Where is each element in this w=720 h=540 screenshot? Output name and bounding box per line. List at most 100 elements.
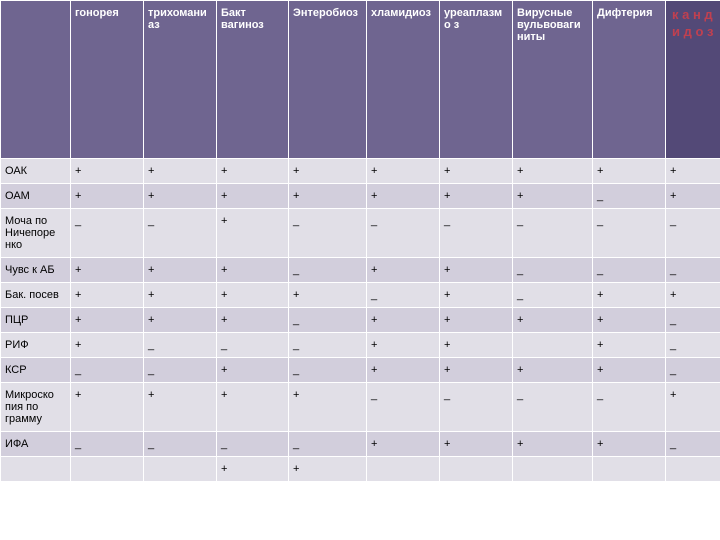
row-label: РИФ xyxy=(1,333,71,358)
table-cell: _ xyxy=(144,209,217,258)
table-cell: _ xyxy=(666,209,720,258)
col-header-enterobiosis: Энтеробиоз xyxy=(289,1,367,159)
table-cell: + xyxy=(71,258,144,283)
table-cell: + xyxy=(144,308,217,333)
table-cell: _ xyxy=(289,308,367,333)
table-cell: + xyxy=(593,333,666,358)
row-label: Бак. посев xyxy=(1,283,71,308)
table-cell: _ xyxy=(513,258,593,283)
table-row: ОАМ+++++++_+ xyxy=(1,184,720,209)
table-cell: + xyxy=(71,283,144,308)
table-cell: _ xyxy=(289,358,367,383)
col-header-chlamydiosis: хламидиоз xyxy=(367,1,440,159)
table-cell: _ xyxy=(289,333,367,358)
row-label: КСР xyxy=(1,358,71,383)
table-cell: + xyxy=(367,258,440,283)
table-cell: _ xyxy=(666,358,720,383)
table-cell: + xyxy=(289,159,367,184)
table-cell: + xyxy=(513,184,593,209)
table-cell: _ xyxy=(289,258,367,283)
table-cell: + xyxy=(71,308,144,333)
table-cell xyxy=(144,457,217,482)
table-cell: _ xyxy=(144,333,217,358)
table-cell: _ xyxy=(217,432,289,457)
table-cell: + xyxy=(144,258,217,283)
table-row: Моча по Ничепоре нко__+______ xyxy=(1,209,720,258)
table-cell: + xyxy=(440,333,513,358)
table-body: ОАК+++++++++ОАМ+++++++_+Моча по Ничепоре… xyxy=(1,159,720,482)
table-cell: _ xyxy=(289,432,367,457)
table-cell: _ xyxy=(666,333,720,358)
table-cell: _ xyxy=(513,209,593,258)
row-label: ОАМ xyxy=(1,184,71,209)
table-cell: _ xyxy=(71,358,144,383)
table-cell: + xyxy=(217,209,289,258)
table-cell: _ xyxy=(666,308,720,333)
table-cell: _ xyxy=(593,383,666,432)
table-cell: + xyxy=(440,308,513,333)
row-label: ОАК xyxy=(1,159,71,184)
col-header-diphtheria: Дифтерия xyxy=(593,1,666,159)
table-cell: _ xyxy=(593,258,666,283)
table-cell: + xyxy=(440,159,513,184)
table-cell: _ xyxy=(513,383,593,432)
row-label xyxy=(1,457,71,482)
table-cell: + xyxy=(367,184,440,209)
table-row: Микроско пия по грамму++++____+ xyxy=(1,383,720,432)
table-header-row: гонорея трихомани аз Бакт вагиноз Энтеро… xyxy=(1,1,720,159)
table-row: ++ xyxy=(1,457,720,482)
table-cell xyxy=(593,457,666,482)
row-label: Микроско пия по грамму xyxy=(1,383,71,432)
table-cell: + xyxy=(217,283,289,308)
table-cell: + xyxy=(440,258,513,283)
table-cell xyxy=(367,457,440,482)
table-row: ОАК+++++++++ xyxy=(1,159,720,184)
table-cell: + xyxy=(217,159,289,184)
table-cell: + xyxy=(367,358,440,383)
diagnostic-tests-table: гонорея трихомани аз Бакт вагиноз Энтеро… xyxy=(0,0,720,482)
table-cell: + xyxy=(217,308,289,333)
table-cell: _ xyxy=(440,383,513,432)
table-cell: + xyxy=(367,308,440,333)
table-cell: + xyxy=(71,383,144,432)
table-cell: _ xyxy=(513,283,593,308)
table-cell: + xyxy=(593,432,666,457)
row-label: Чувс к АБ xyxy=(1,258,71,283)
table-cell: _ xyxy=(289,209,367,258)
table-cell: + xyxy=(440,184,513,209)
table-row: ИФА____++++_ xyxy=(1,432,720,457)
table-cell: + xyxy=(513,159,593,184)
col-header-bact-vaginosis: Бакт вагиноз xyxy=(217,1,289,159)
table-cell: + xyxy=(593,358,666,383)
table-cell: + xyxy=(593,159,666,184)
table-cell: _ xyxy=(71,209,144,258)
row-label: ПЦР xyxy=(1,308,71,333)
table-cell: + xyxy=(440,358,513,383)
table-row: ПЦР+++_++++_ xyxy=(1,308,720,333)
table-cell: + xyxy=(217,358,289,383)
table-cell: + xyxy=(217,383,289,432)
table-row: Чувс к АБ+++_++___ xyxy=(1,258,720,283)
table-cell: _ xyxy=(593,184,666,209)
table-cell: + xyxy=(367,333,440,358)
table-row: КСР__+_++++_ xyxy=(1,358,720,383)
table-cell: + xyxy=(666,383,720,432)
table-cell xyxy=(513,457,593,482)
table-cell: + xyxy=(289,283,367,308)
table-cell: + xyxy=(144,383,217,432)
table-cell: + xyxy=(217,457,289,482)
table-row: Бак. посев++++_+_++ xyxy=(1,283,720,308)
table-cell: + xyxy=(666,184,720,209)
table-cell: + xyxy=(513,358,593,383)
table-cell: + xyxy=(440,283,513,308)
table-cell: _ xyxy=(144,432,217,457)
table-cell: + xyxy=(144,184,217,209)
table-cell xyxy=(440,457,513,482)
col-header-candidosis: к а н д и д о з xyxy=(666,1,720,159)
table-cell xyxy=(71,457,144,482)
table-cell: + xyxy=(513,432,593,457)
table-cell: _ xyxy=(666,432,720,457)
table-cell: + xyxy=(217,258,289,283)
table-cell: _ xyxy=(666,258,720,283)
table-row: РИФ+___+++_ xyxy=(1,333,720,358)
